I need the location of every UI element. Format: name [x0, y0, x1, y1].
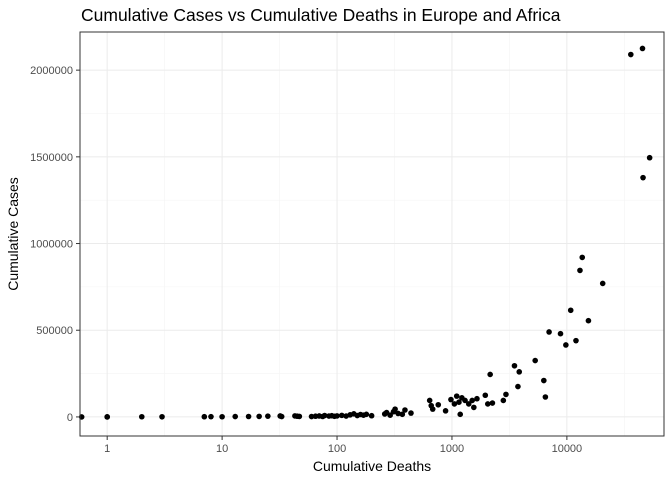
data-point [546, 329, 552, 335]
y-tick-label: 500000 [36, 325, 73, 337]
data-point [256, 413, 262, 420]
panel-border [79, 31, 665, 437]
data-point [456, 399, 462, 405]
data-point [387, 412, 393, 418]
data-point [532, 357, 538, 364]
data-point [484, 401, 491, 407]
data-point [232, 413, 239, 420]
data-point [500, 397, 507, 404]
data-point [471, 404, 477, 411]
data-point [208, 413, 214, 420]
data-point [265, 413, 271, 419]
data-point [515, 383, 521, 390]
data-point [219, 413, 225, 420]
data-point [640, 174, 646, 181]
data-point [338, 412, 345, 419]
chart-title: Cumulative Cases vs Cumulative Deaths in… [81, 5, 561, 25]
data-point [639, 45, 646, 52]
data-point [579, 254, 586, 261]
data-point [392, 406, 398, 412]
data-point [503, 391, 509, 398]
x-tick-label: 10 [216, 443, 228, 455]
data-point [245, 413, 252, 420]
y-axis-label: Cumulative Cases [5, 177, 21, 291]
data-point [429, 406, 436, 412]
data-point [599, 280, 606, 287]
y-tick-label: 2000000 [30, 65, 73, 77]
data-point [585, 317, 592, 324]
data-point [567, 307, 574, 314]
x-tick-label: 1000 [440, 443, 464, 455]
data-point [457, 411, 464, 418]
data-point [395, 410, 401, 417]
data-point [334, 413, 340, 419]
data-point [278, 413, 285, 420]
data-point [469, 397, 475, 404]
y-tick-label: 1500000 [30, 152, 73, 164]
data-point [516, 369, 523, 375]
data-point [542, 394, 549, 400]
data-point [489, 400, 496, 406]
y-tick-label: 0 [67, 412, 73, 424]
data-point [402, 407, 408, 413]
data-point [573, 337, 579, 344]
x-tick-label: 10000 [552, 443, 583, 455]
data-point [201, 413, 208, 420]
data-point [448, 396, 454, 403]
data-point [577, 267, 583, 274]
y-axis: 0 500000 1000000 1500000 2000000 [30, 65, 80, 424]
data-points [78, 45, 653, 420]
data-point [453, 393, 460, 399]
grid-lines [80, 32, 664, 436]
data-point [399, 411, 406, 418]
data-point [104, 414, 110, 420]
data-point [474, 395, 480, 402]
x-tick-label: 1 [104, 443, 110, 455]
data-point [511, 362, 518, 369]
data-point [442, 408, 449, 414]
x-axis-label: Cumulative Deaths [313, 458, 431, 474]
data-point [321, 412, 328, 419]
data-point [563, 342, 569, 348]
data-point [363, 411, 370, 418]
data-point [487, 371, 493, 378]
data-point [368, 412, 375, 419]
data-point [138, 413, 145, 420]
x-axis: 1 10 100 1000 10000 [104, 436, 582, 455]
data-point [465, 401, 472, 407]
data-point [628, 51, 634, 58]
data-point [541, 377, 547, 384]
data-point [482, 392, 489, 399]
data-point [646, 154, 653, 161]
data-point [426, 397, 433, 404]
data-point [557, 330, 564, 337]
data-point [435, 401, 442, 408]
y-tick-label: 1000000 [30, 239, 73, 251]
data-point [462, 397, 468, 404]
data-point [296, 413, 303, 420]
x-tick-label: 100 [328, 443, 346, 455]
data-point [451, 401, 458, 407]
data-point [408, 410, 414, 416]
data-point [159, 413, 165, 420]
